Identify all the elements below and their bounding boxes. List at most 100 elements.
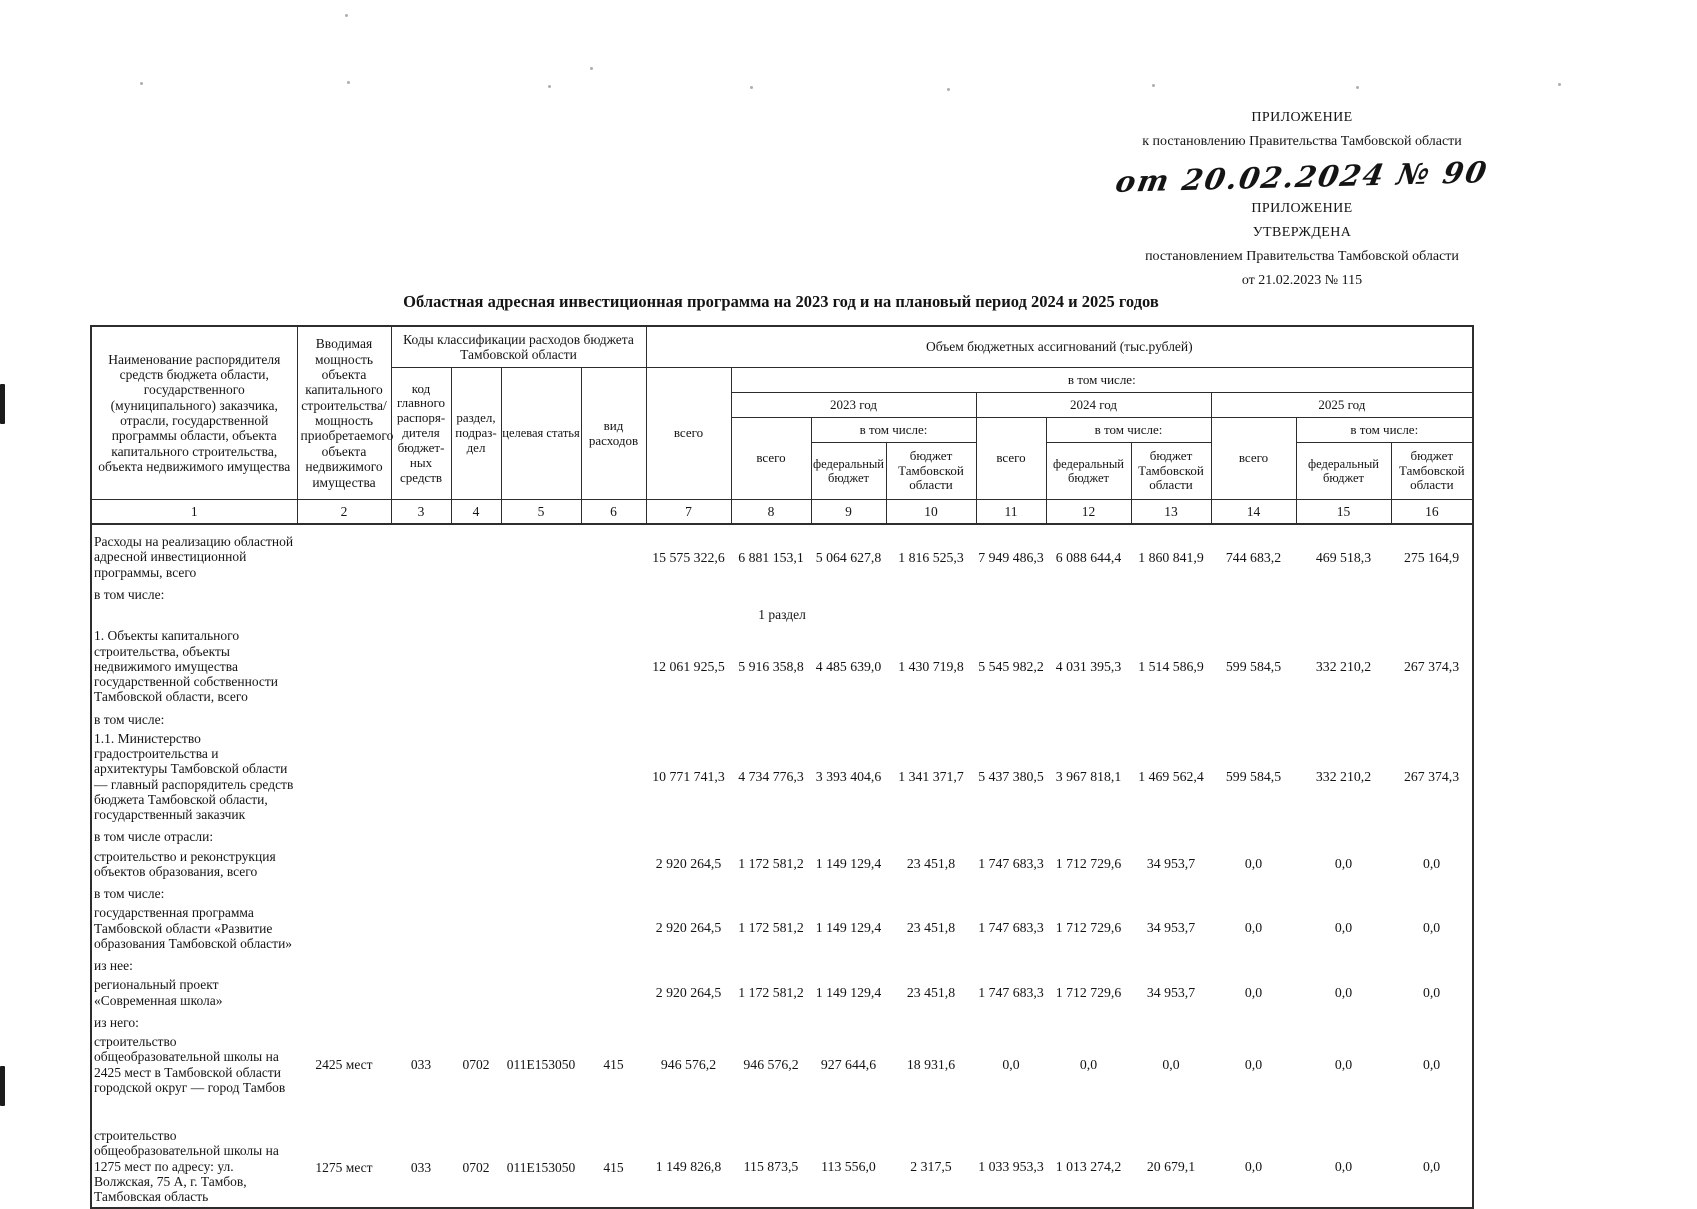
- row-value: 1 712 729,6: [1055, 920, 1122, 936]
- row-code: [501, 625, 581, 707]
- row-value: 0,0: [1422, 984, 1441, 1000]
- column-number: 2: [296, 499, 392, 525]
- row-value: 20 679,1: [1146, 1159, 1196, 1175]
- row-code: [581, 524, 646, 583]
- row-value: 0,0: [1244, 855, 1263, 871]
- row-code: 0702: [462, 1056, 490, 1072]
- row-sublabel: в том числе:: [94, 711, 165, 727]
- header-federal-budget: федеральный бюджет: [1295, 442, 1392, 500]
- row-code: [391, 524, 451, 583]
- column-number: 10: [885, 499, 977, 525]
- row-code: [391, 728, 451, 826]
- row-name: 1.1. Министерство градостроительства и а…: [94, 730, 294, 822]
- row-code: [581, 625, 646, 707]
- header-including: в том числе:: [810, 417, 977, 443]
- scan-edge-mark: [0, 384, 5, 424]
- row-code: 415: [603, 1056, 624, 1072]
- table-row: 1. Объекты капитального строительства, о…: [91, 625, 1473, 707]
- row-code: [501, 974, 581, 1011]
- header-region-budget: бюджет Тамбовской области: [885, 442, 977, 500]
- row-value: 927 644,6: [820, 1056, 877, 1072]
- table-row: 1.1. Министерство градостроительства и а…: [91, 728, 1473, 826]
- row-value: 34 953,7: [1146, 984, 1196, 1000]
- row-capacity: [297, 524, 391, 583]
- row-sublabel: в том числе:: [94, 586, 165, 602]
- table-row: из него:: [91, 1011, 1473, 1031]
- row-value: 0,0: [1334, 1056, 1353, 1072]
- document-title: Областная адресная инвестиционная програ…: [403, 292, 1159, 311]
- row-value: 6 088 644,4: [1055, 550, 1122, 566]
- row-code: [451, 902, 501, 954]
- header-codes-group: Коды классификации расходов бюджета Тамб…: [390, 325, 647, 368]
- row-value: 332 210,2: [1315, 768, 1372, 784]
- row-code: 011E153050: [506, 1056, 576, 1072]
- row-sublabel: в том числе отрасли:: [94, 829, 214, 845]
- row-value: 0,0: [1422, 1159, 1441, 1175]
- header-federal-budget: федеральный бюджет: [1045, 442, 1132, 500]
- row-code: [581, 902, 646, 954]
- column-number: 16: [1390, 499, 1474, 525]
- header-year-2025: 2025 год: [1210, 392, 1474, 418]
- column-number-row: 1 2 3 4 5 6 7 8 9 10 11 12 13 14 15 16: [90, 499, 1474, 525]
- row-value: 0,0: [1244, 984, 1263, 1000]
- row-value: 3 393 404,6: [815, 768, 882, 784]
- table-row: строительство общеобразовательной школы …: [91, 1031, 1473, 1098]
- row-value: 115 873,5: [743, 1159, 799, 1175]
- row-value: 1 149 826,8: [655, 1159, 722, 1175]
- header-including: в том числе:: [1295, 417, 1474, 443]
- row-value: 4 734 776,3: [738, 768, 804, 784]
- row-value: 1 860 841,9: [1138, 550, 1204, 566]
- header-code-kind: вид расходов: [580, 367, 647, 500]
- header-year-total: всего: [975, 417, 1047, 500]
- row-value: 0,0: [1002, 1056, 1020, 1072]
- row-capacity: [297, 728, 391, 826]
- scan-speck: [1152, 84, 1155, 87]
- row-value: 946 576,2: [660, 1056, 717, 1072]
- row-code: [451, 846, 501, 883]
- row-capacity: [297, 902, 391, 954]
- row-value: 0,0: [1079, 1056, 1098, 1072]
- row-value: 5 916 358,8: [738, 658, 804, 674]
- row-capacity: 2425 мест: [315, 1056, 373, 1072]
- column-number: 4: [450, 499, 502, 525]
- column-number: 3: [390, 499, 452, 525]
- decree-reference: постановлением Правительства Тамбовской …: [1145, 248, 1459, 264]
- scan-speck: [345, 14, 348, 17]
- row-name: строительство и реконструкция объектов о…: [94, 848, 276, 879]
- row-value: 744 683,2: [1225, 550, 1282, 566]
- header-volume-group: Объем бюджетных ассигнований (тыс.рублей…: [645, 325, 1474, 368]
- row-name: государственная программа Тамбовской обл…: [94, 905, 293, 951]
- column-number: 11: [975, 499, 1047, 525]
- scan-speck: [750, 86, 753, 89]
- scan-speck: [1558, 83, 1561, 86]
- column-number: 14: [1210, 499, 1297, 525]
- row-value: 1 430 719,8: [898, 658, 964, 674]
- approval-header-block: ПРИЛОЖЕНИЕ к постановлению Правительства…: [1098, 110, 1506, 290]
- decree-reference: к постановлению Правительства Тамбовской…: [1142, 133, 1462, 149]
- row-value: 23 451,8: [906, 920, 956, 936]
- table-row: в том числе отрасли:: [91, 825, 1473, 845]
- table-row: 1 раздел: [91, 603, 1473, 625]
- column-number: 6: [580, 499, 647, 525]
- header-col-capacity: Вводимая мощность объекта капитального с…: [296, 325, 393, 500]
- row-value: 2 920 264,5: [655, 984, 722, 1000]
- row-value: 1 712 729,6: [1055, 855, 1122, 871]
- row-code: [451, 524, 501, 583]
- row-value: 7 949 486,3: [978, 550, 1044, 566]
- row-sublabel: из него:: [94, 1014, 139, 1030]
- header-year-total: всего: [1210, 417, 1297, 500]
- budget-table: Наименование распорядителя средств бюдже…: [90, 325, 1475, 1209]
- row-value: 275 164,9: [1403, 550, 1460, 566]
- appendix-label: ПРИЛОЖЕНИЕ: [1251, 110, 1353, 125]
- row-value: 332 210,2: [1315, 658, 1372, 674]
- row-name: 1. Объекты капитального строительства, о…: [94, 628, 279, 705]
- row-name: строительство общеобразовательной школы …: [94, 1128, 279, 1204]
- scan-edge-mark: [0, 1066, 5, 1106]
- row-capacity: [297, 974, 391, 1011]
- table-row: строительство и реконструкция объектов о…: [91, 846, 1473, 883]
- header-year-2023: 2023 год: [730, 392, 977, 418]
- row-code: [451, 625, 501, 707]
- row-value: 15 575 322,6: [652, 550, 725, 566]
- header-including: в том числе:: [1045, 417, 1212, 443]
- row-sublabel: в том числе:: [94, 886, 165, 901]
